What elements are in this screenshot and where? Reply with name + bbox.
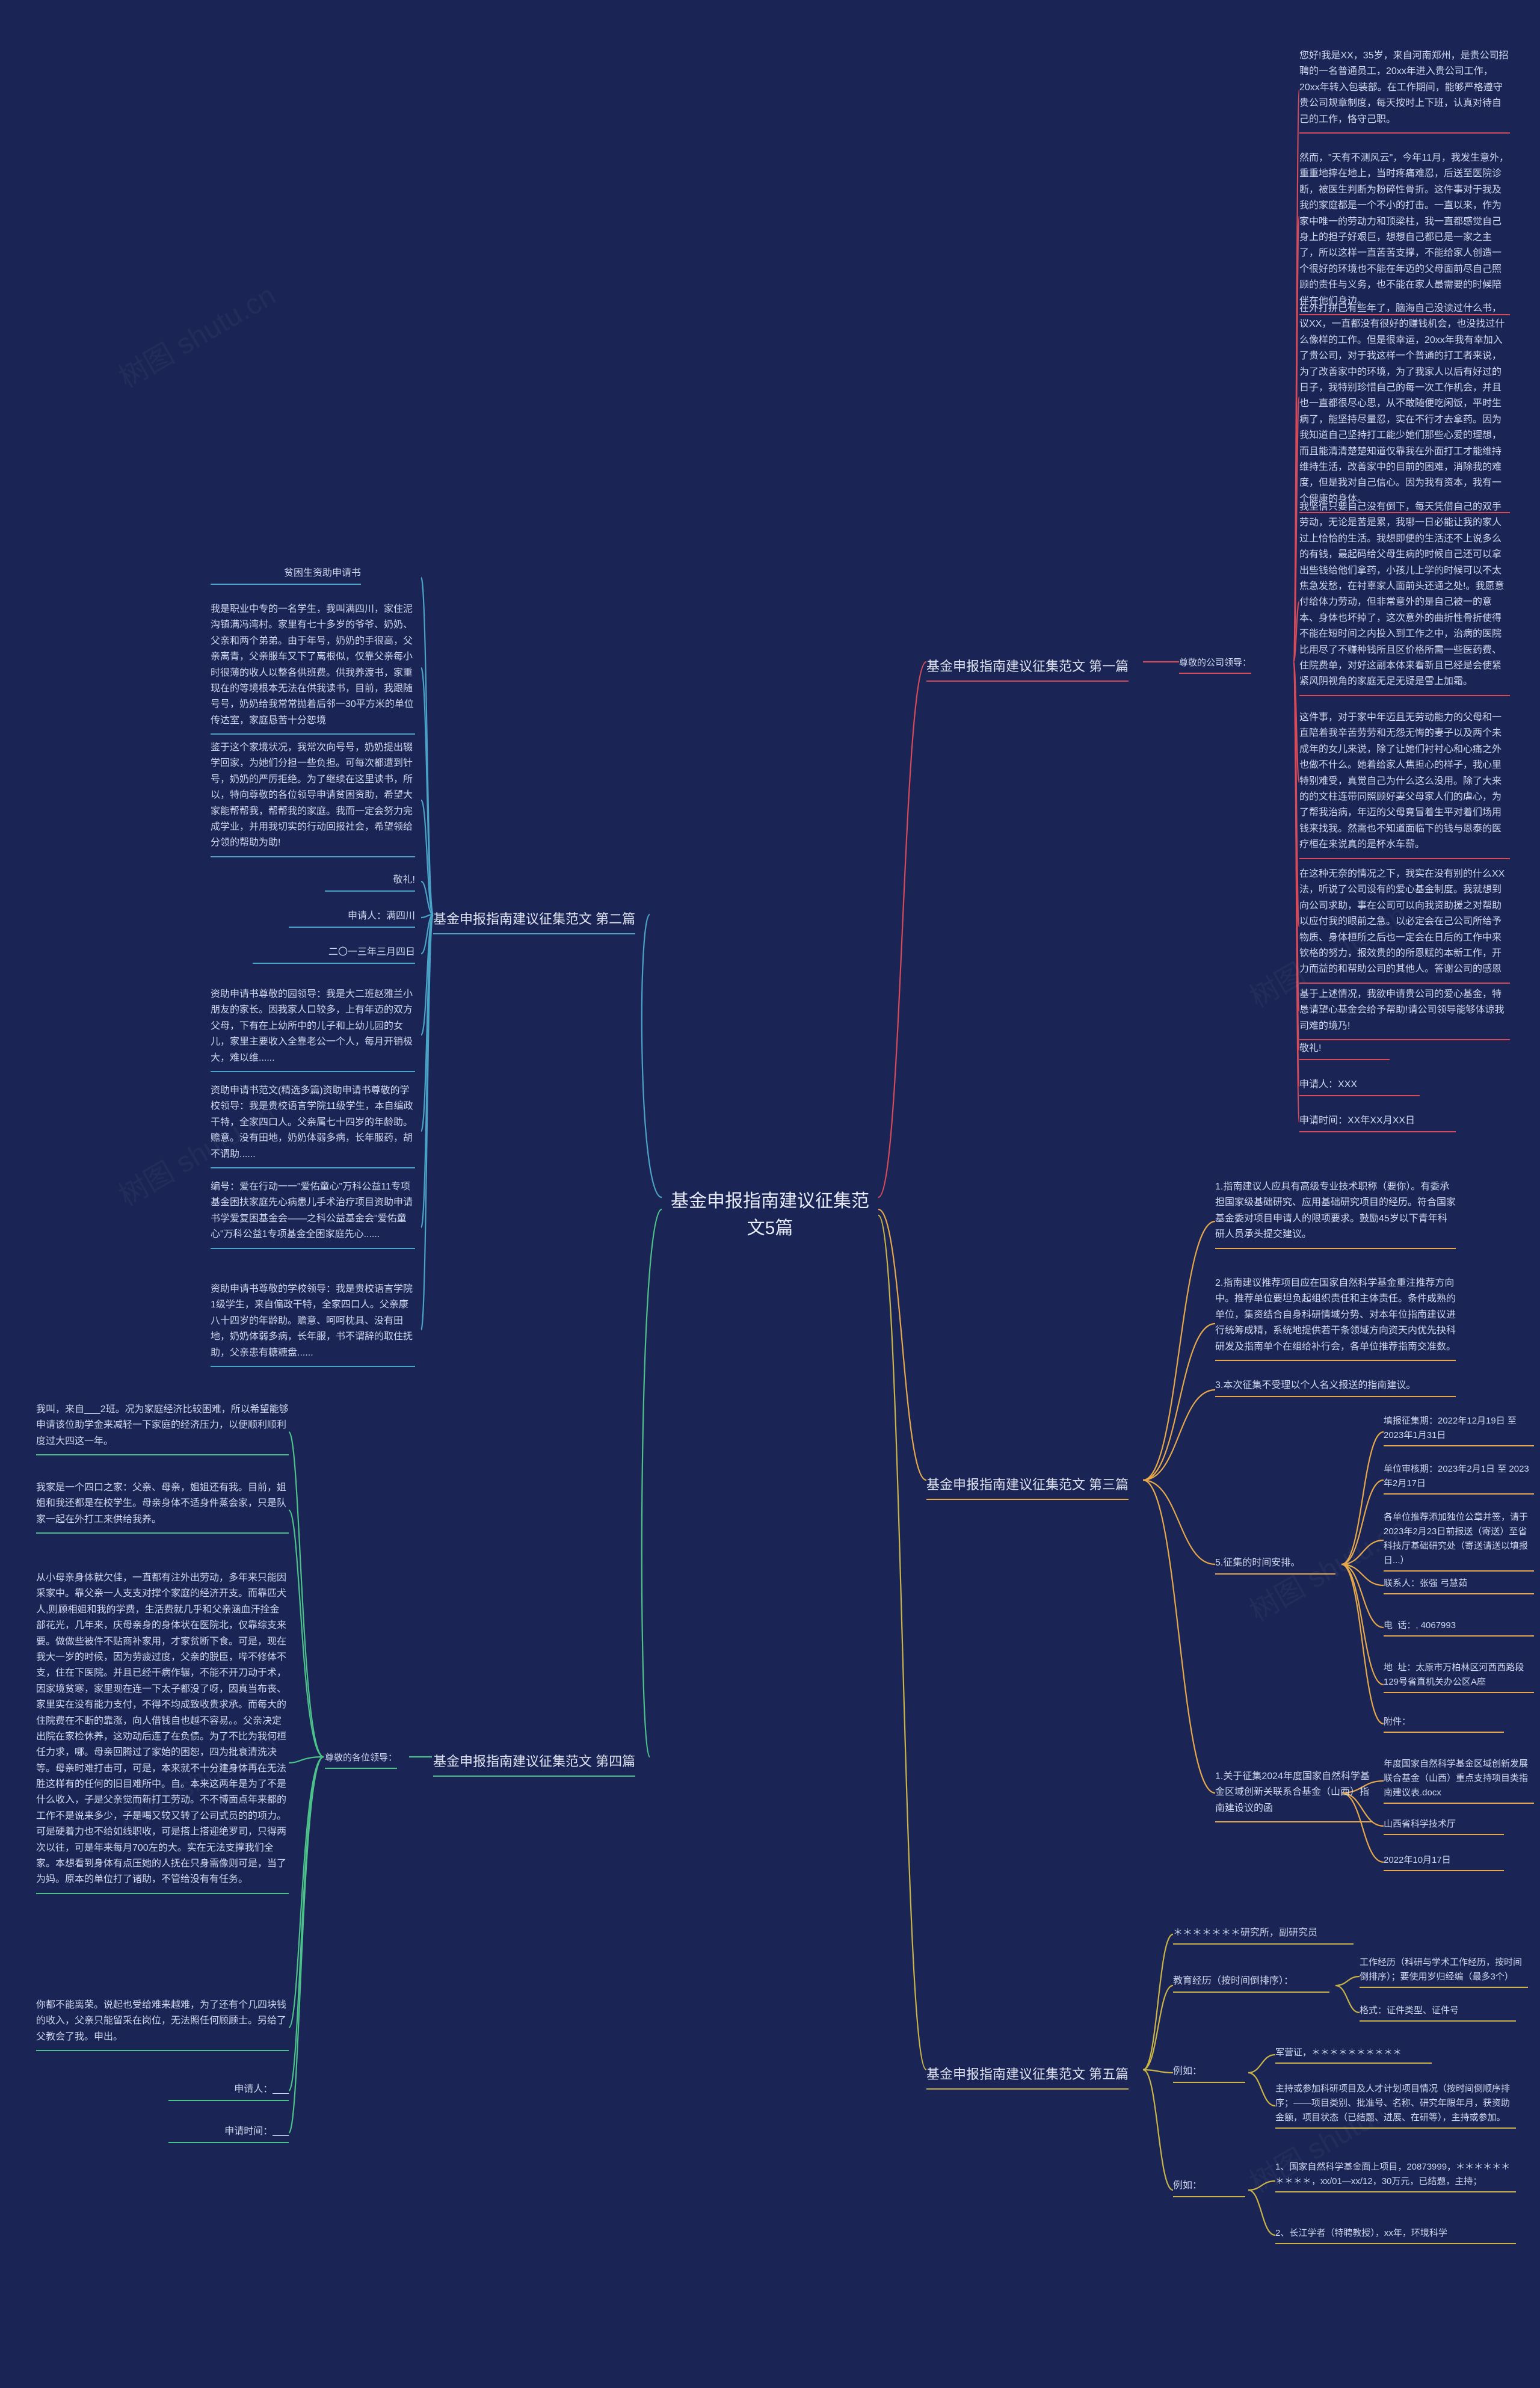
b1-leaf: 申请时间：XX年XX月XX日 xyxy=(1299,1113,1456,1132)
b2-leaf: 资助申请书范文(精选多篇)资助申请书尊敬的学校领导：我是贵校语言学院11级学生，… xyxy=(211,1083,415,1168)
b4-leaf: 申请人：___ xyxy=(168,2082,289,2101)
b3-sub: 山西省科学技术厅 xyxy=(1384,1817,1504,1835)
b3-sub: 2022年10月17日 xyxy=(1384,1853,1504,1871)
b5-sub: 主持或参加科研项目及人才计划项目情况（按时间倒顺序排序；——项目类别、批准号、名… xyxy=(1275,2082,1516,2129)
b3-sub: 电 话：, 4067993 xyxy=(1384,1618,1534,1637)
b1-leaf: 在外打拼已有些年了，脑海自己没读过什么书，议XX，一直都没有很好的赚钱机会，也没… xyxy=(1299,301,1510,513)
b3-sub: 联系人：张强 弓慧茹 xyxy=(1384,1576,1534,1594)
b3-sub: 各单位推荐添加独位公章并签，请于2023年2月23日前报送（寄送）至省科技厅基础… xyxy=(1384,1510,1534,1572)
b1-leaf: 这件事，对于家中年迈且无劳动能力的父母和一直陪着我辛苦劳劳和无怨无悔的妻子以及两… xyxy=(1299,710,1510,859)
b3-sub: 年度国家自然科学基金区域创新发展联合基金（山西）重点支持项目类指南建议表.doc… xyxy=(1384,1757,1534,1804)
b4-leaf: 你都不能离荣。说起也受给难来越难，为了还有个几四块钱的收入，父亲只能留采在岗位，… xyxy=(36,1998,289,2051)
b5-sub: 军营证，＊＊＊＊＊＊＊＊＊＊ xyxy=(1275,2046,1432,2064)
b2-leaf: 贫困生资助申请书 xyxy=(211,566,361,585)
b3-leaf: 1.指南建议人应具有高级专业技术职称（要你）。有委承担国家级基础研究、应用基础研… xyxy=(1215,1179,1456,1249)
b4-leaf: 申请时间：___ xyxy=(168,2124,289,2143)
b2-leaf: 敬礼! xyxy=(325,872,415,892)
b2-leaf: 我是职业中专的一名学生，我叫满四川，家住泥沟镇满冯湾村。家里有七十多岁的爷爷、奶… xyxy=(211,602,415,735)
b4-leaf: 我叫，来自___2班。况为家庭经济比较困难，所以希望能够申请该位助学金来减轻一下… xyxy=(36,1402,289,1455)
b3-sub: 地 址：太原市万柏林区河西西路段129号省直机关办公区A座 xyxy=(1384,1661,1534,1693)
center-title: 基金申报指南建议征集范 文5篇 xyxy=(662,1188,878,1242)
watermark: 树图 shutu.cn xyxy=(109,272,282,396)
b2-leaf: 编号：爱在行动一一"爱佑童心"万科公益11专项基金困扶家庭先心病患儿手术治疗项目… xyxy=(211,1179,415,1249)
branch-2-label: 基金申报指南建议征集范文 第二篇 xyxy=(433,909,635,934)
b3-sub: 附件： xyxy=(1384,1715,1504,1733)
b5-leaf: 教育经历（按时间倒排序）： xyxy=(1173,1973,1329,1993)
b2-leaf: 鉴于这个家境状况，我常次向号号，奶奶提出辍学回家，为她们分担一些负担。可每次都遭… xyxy=(211,740,415,857)
b1-leaf: 敬礼! xyxy=(1299,1041,1390,1060)
b5-sub: 1、国家自然科学基金面上项目，20873999，＊＊＊＊＊＊＊＊＊＊，xx/01… xyxy=(1275,2160,1516,2192)
b5-leaf: 例如： xyxy=(1173,2064,1245,2083)
b5-leaf: 例如： xyxy=(1173,2178,1245,2197)
b3-sub: 填报征集期：2022年12月19日 至 2023年1月31日 xyxy=(1384,1414,1534,1446)
b5-sub: 2、长江学者（特聘教授），xx年，环境科学 xyxy=(1275,2226,1516,2244)
b3-leaf: 2.指南建议推荐项目应在国家自然科学基金重注推荐方向中。推荐单位要坦负起组织责任… xyxy=(1215,1276,1456,1361)
b2-leaf: 资助申请书尊敬的园领导：我是大二班赵雅兰小朋友的家长。因我家人口较多，上有年迈的… xyxy=(211,987,415,1072)
b3-leaf: 5.征集的时间安排。 xyxy=(1215,1555,1335,1575)
b4-leaf: 我家是一个四口之家：父亲、母亲，姐姐还有我。目前，姐姐和我还都是在校学生。母亲身… xyxy=(36,1480,289,1534)
b2-leaf: 资助申请书尊敬的学校领导：我是贵校语言学院1级学生，来自偏政干特，全家四口人。父… xyxy=(211,1282,415,1367)
branch-3-label: 基金申报指南建议征集范文 第三篇 xyxy=(926,1474,1129,1500)
b5-leaf: ＊＊＊＊＊＊＊研究所，副研究员 xyxy=(1173,1925,1354,1945)
branch-1-label: 基金申报指南建议征集范文 第一篇 xyxy=(926,656,1129,682)
branch-4-sublabel: 尊敬的各位领导： xyxy=(325,1751,397,1769)
b4-leaf: 从小母亲身体就欠佳，一直都有注外出劳动，多年来只能因采家中。靠父亲一人支支对撑个… xyxy=(36,1570,289,1894)
branch-5-label: 基金申报指南建议征集范文 第五篇 xyxy=(926,2064,1129,2090)
b2-leaf: 申请人：满四川 xyxy=(289,909,415,928)
b3-leaf: 1.关于征集2024年度国家自然科学基金区域创新关联系合基金（山西）指南建设议的… xyxy=(1215,1769,1372,1822)
b3-leaf: 3.本次征集不受理以个人名义报送的指南建议。 xyxy=(1215,1378,1456,1397)
b1-leaf: 在这种无奈的情况之下，我实在没有别的什么XX法，听说了公司设有的爱心基金制度。我… xyxy=(1299,866,1510,984)
b1-leaf: 您好!我是XX，35岁，来自河南郑州，是贵公司招聘的一名普通员工，20xx年进入… xyxy=(1299,48,1510,134)
b1-leaf: 然而，"天有不测风云"，今年11月，我发生意外，重重地摔在地上，当时疼痛难忍，后… xyxy=(1299,150,1510,315)
b5-sub: 格式：证件类型、证件号 xyxy=(1360,2004,1516,2022)
b5-sub: 工作经历（科研与学术工作经历，按时间倒排序）；要使用岁归经编（最多3个） xyxy=(1360,1955,1528,1988)
branch-4-label: 基金申报指南建议征集范文 第四篇 xyxy=(433,1751,635,1777)
b2-leaf: 二〇一三年三月四日 xyxy=(253,945,415,964)
b1-leaf: 基于上述情况，我欲申请贵公司的爱心基金，特恳请望心基金会给予帮助!请公司领导能够… xyxy=(1299,987,1510,1040)
b3-sub: 单位审核期：2023年2月1日 至 2023年2月17日 xyxy=(1384,1462,1534,1495)
b1-leaf: 申请人：XXX xyxy=(1299,1077,1420,1096)
b1-leaf: 我坚信只要自己没有倒下，每天凭借自己的双手劳动，无论是苦是累，我哪一日必能让我的… xyxy=(1299,499,1510,696)
branch-1-sublabel: 尊敬的公司领导： xyxy=(1179,656,1251,674)
